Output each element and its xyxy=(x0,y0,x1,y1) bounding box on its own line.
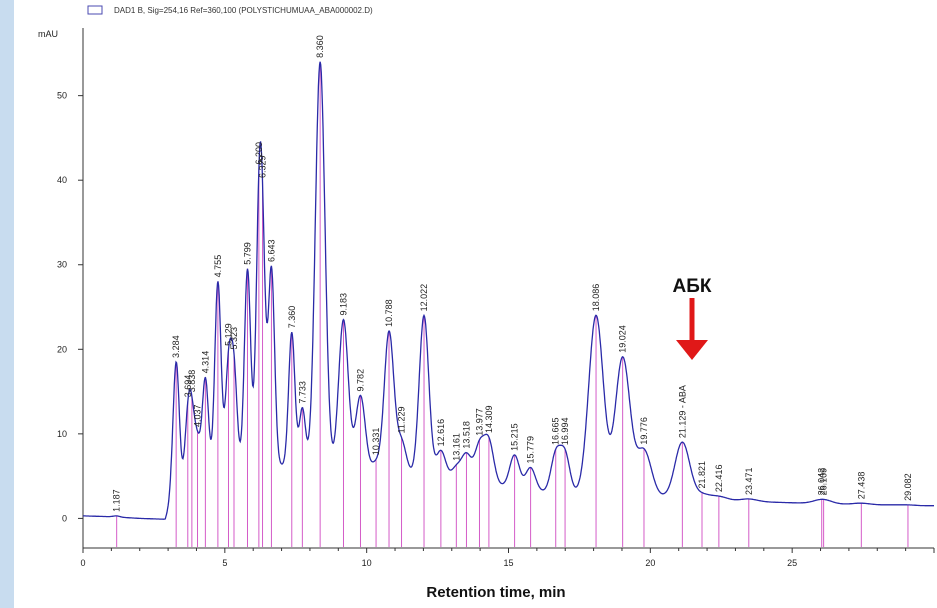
peak-label: 4.755 xyxy=(213,255,223,278)
peak-label: 15.779 xyxy=(526,436,536,464)
peak-label: 18.086 xyxy=(591,284,601,312)
peak-label: 12.022 xyxy=(419,284,429,312)
peak-label: 5.323 xyxy=(229,327,239,350)
peak-label: 6.329 xyxy=(258,155,268,178)
peak-label: 15.215 xyxy=(510,423,520,451)
peak-label: 1.187 xyxy=(112,489,122,512)
peak-label: 7.360 xyxy=(287,306,297,329)
peak-label: 26.042 xyxy=(817,468,827,496)
y-tick-label: 30 xyxy=(57,260,67,270)
peak-label: 29.082 xyxy=(903,473,913,501)
peak-label: 10.331 xyxy=(371,428,381,456)
x-tick-label: 20 xyxy=(645,558,655,568)
peak-markers xyxy=(116,61,909,547)
peak-label: 13.161 xyxy=(451,433,461,461)
peak-label: 22.416 xyxy=(714,465,724,493)
peak-label: 6.200 xyxy=(254,142,264,165)
axes: 0 10 20 30 40 50 0 5 10 15 20 25 xyxy=(57,28,935,568)
legend-text: DAD1 B, Sig=254,16 Ref=360,100 (POLYSTIC… xyxy=(114,6,373,15)
aba-annotation-label: АБК xyxy=(673,276,712,297)
peak-label: 27.438 xyxy=(856,472,866,500)
peak-label: 3.284 xyxy=(171,335,181,358)
x-axis-title: Retention time, min xyxy=(426,584,565,601)
peak-label: 6.643 xyxy=(266,239,276,262)
peak-label: 12.616 xyxy=(436,419,446,447)
peak-label: 21.821 xyxy=(697,461,707,489)
x-tick-label: 25 xyxy=(787,558,797,568)
peak-label: 4.314 xyxy=(200,351,210,374)
peak-label: 3.694 xyxy=(183,375,193,398)
peak-label: 26.109 xyxy=(819,468,829,496)
peak-label: 8.360 xyxy=(315,35,325,58)
chromatogram-trace xyxy=(83,61,934,520)
trace-line xyxy=(83,61,934,520)
peak-label: 5.129 xyxy=(223,323,233,346)
y-tick-label: 0 xyxy=(62,513,67,523)
peak-label: 16.665 xyxy=(551,417,561,445)
y-tick-label: 10 xyxy=(57,429,67,439)
y-tick-label: 40 xyxy=(57,175,67,185)
peak-label: 23.471 xyxy=(744,467,754,495)
peak-label: 9.782 xyxy=(355,369,365,392)
peak-label: 21.129 - ABA xyxy=(677,385,687,438)
peak-label: 13.977 xyxy=(474,408,484,436)
peak-label: 13.518 xyxy=(461,421,471,449)
peak-label: 19.024 xyxy=(618,325,628,353)
y-tick-label: 50 xyxy=(57,91,67,101)
peak-label: 19.776 xyxy=(639,417,649,445)
x-tick-label: 5 xyxy=(222,558,227,568)
aba-arrow xyxy=(676,298,708,360)
peak-label: 7.733 xyxy=(297,381,307,404)
y-axis-unit-label: mAU xyxy=(38,29,58,39)
aba-arrow-head xyxy=(676,340,708,360)
y-tick-label: 20 xyxy=(57,344,67,354)
x-tick-label: 10 xyxy=(362,558,372,568)
legend-swatch xyxy=(87,5,103,15)
peak-label: 3.838 xyxy=(187,370,197,393)
peak-label: 10.788 xyxy=(384,299,394,327)
peak-label: 16.994 xyxy=(560,418,570,446)
x-tick-label: 15 xyxy=(503,558,513,568)
peak-label: 11.229 xyxy=(397,406,407,433)
peak-label: 5.799 xyxy=(242,242,252,265)
peak-label: 14.309 xyxy=(484,405,494,433)
peak-label: 9.183 xyxy=(338,293,348,316)
left-frame-band xyxy=(0,0,14,608)
x-tick-label: 0 xyxy=(80,558,85,568)
peak-label: 4.037 xyxy=(193,404,203,427)
